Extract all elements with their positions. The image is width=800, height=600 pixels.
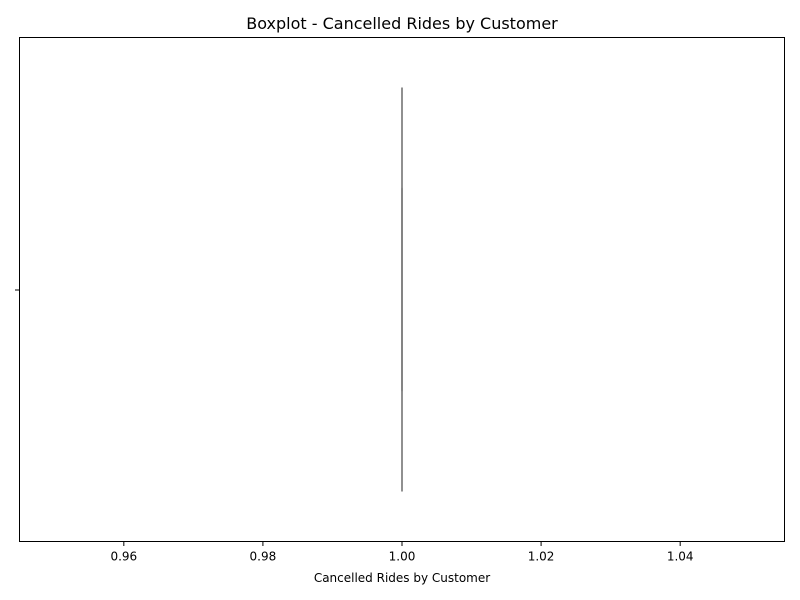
x-tick-label: 1.00 <box>389 550 416 564</box>
x-axis-ticks: 0.96 0.98 1.00 1.02 1.04 <box>110 541 694 564</box>
x-tick-label: 1.02 <box>528 550 555 564</box>
x-tick-label: 0.98 <box>250 550 277 564</box>
x-tick-label: 0.96 <box>110 550 137 564</box>
chart-title: Boxplot - Cancelled Rides by Customer <box>246 14 558 33</box>
x-axis-label: Cancelled Rides by Customer <box>314 571 490 585</box>
x-tick-label: 1.04 <box>667 550 694 564</box>
